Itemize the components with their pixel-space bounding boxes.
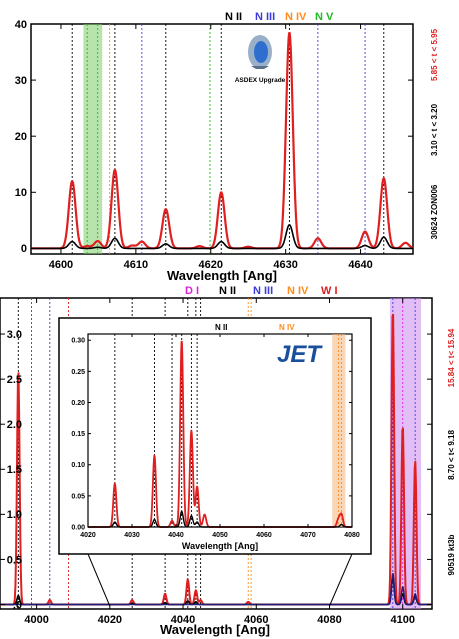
asdex-x-tick-label-3: 4630 bbox=[273, 259, 297, 271]
jet-series-1 bbox=[0, 575, 433, 606]
jet-legend: D I N II N III N IV W I bbox=[185, 285, 338, 297]
inset-legend-item-1: N IV bbox=[279, 323, 295, 332]
jet-y-tick-label-6: 3.0 bbox=[7, 329, 22, 341]
asdex-logo-plasma bbox=[254, 41, 268, 63]
jet-plot-frame bbox=[0, 297, 433, 610]
jet-x-tick-label-1: 4020 bbox=[98, 614, 122, 626]
jet-logo: JET bbox=[277, 341, 323, 368]
inset-y-tick-label-2: 0.10 bbox=[71, 462, 85, 469]
asdex-series bbox=[30, 31, 414, 250]
inset-x-tick-label-6: 4080 bbox=[344, 532, 360, 539]
asdex-y-tick-label-1: 10 bbox=[15, 187, 27, 199]
asdex-x-axis-label: Wavelength [Ang] bbox=[167, 268, 277, 283]
asdex-side-label-2: 30624 ZON006 bbox=[430, 184, 439, 239]
jet-zoom-connector-left bbox=[87, 553, 111, 607]
asdex-series-1 bbox=[30, 224, 414, 250]
asdex-side-labels: 5.85 < t < 5.95 3.10 < t < 3.20 30624 ZON0… bbox=[430, 28, 439, 239]
jet-inset: N II N IV 4020 4030 4040 4050 4060 4070 4080 0.… bbox=[58, 317, 372, 555]
asdex-legend-item-1: N III bbox=[255, 11, 275, 23]
jet-legend-item-3: N IV bbox=[287, 285, 309, 297]
jet-y-tick-label-2: 1.0 bbox=[7, 509, 22, 521]
inset-y-tick-label-6: 0.30 bbox=[71, 338, 85, 345]
jet-zoom-connector-right bbox=[329, 553, 353, 607]
asdex-logo-text: ASDEX Upgrade bbox=[235, 77, 286, 84]
jet-x-tick-label-2: 4040 bbox=[171, 614, 195, 626]
inset-x-tick-label-3: 4050 bbox=[212, 532, 228, 539]
jet-side-labels: 15.84 < t< 15.94 8.70 < t< 9.18 90519 kt3b bbox=[447, 328, 456, 575]
jet-side-label-1: 8.70 < t< 9.18 bbox=[447, 430, 456, 480]
inset-x-tick-label-0: 4020 bbox=[80, 532, 96, 539]
inset-y-tick-label-4: 0.20 bbox=[71, 400, 85, 407]
jet-x-tick-label-0: 4000 bbox=[24, 614, 48, 626]
asdex-y-tick-label-2: 20 bbox=[15, 131, 27, 143]
inset-background bbox=[58, 317, 372, 555]
inset-x-tick-label-1: 4030 bbox=[124, 532, 140, 539]
asdex-logo: ASDEX Upgrade bbox=[235, 35, 286, 84]
inset-y-tick-label-1: 0.05 bbox=[71, 493, 85, 500]
inset-x-ticks: 4020 4030 4040 4050 4060 4070 4080 bbox=[80, 334, 360, 539]
jet-x-tick-label-3: 4060 bbox=[244, 614, 268, 626]
asdex-x-tick-label-1: 4610 bbox=[124, 259, 148, 271]
asdex-side-label-0: 5.85 < t < 5.95 bbox=[430, 28, 439, 81]
jet-y-tick-label-4: 2.0 bbox=[7, 419, 22, 431]
jet-x-tick-label-4: 4080 bbox=[317, 614, 341, 626]
inset-x-tick-label-5: 4070 bbox=[300, 532, 316, 539]
jet-legend-item-0: D I bbox=[185, 285, 199, 297]
inset-y-tick-label-0: 0.00 bbox=[71, 524, 85, 531]
jet-panel: D I N II N III N IV W I 4000 4020 4040 4060 4080… bbox=[0, 285, 456, 637]
inset-y-tick-label-5: 0.25 bbox=[71, 369, 85, 376]
jet-zoom-connectors bbox=[87, 553, 353, 607]
inset-legend-item-0: N II bbox=[215, 323, 227, 332]
jet-x-ticks: 4000 4020 4040 4060 4080 4100 bbox=[24, 298, 415, 626]
asdex-logo-divertor bbox=[251, 66, 269, 69]
asdex-band-0 bbox=[83, 24, 103, 254]
asdex-x-tick-label-0: 4600 bbox=[49, 259, 73, 271]
jet-series bbox=[0, 313, 433, 606]
jet-side-label-2: 90519 kt3b bbox=[447, 534, 456, 575]
inset-x-tick-label-2: 4040 bbox=[168, 532, 184, 539]
jet-side-label-0: 15.84 < t< 15.94 bbox=[447, 328, 456, 387]
asdex-y-tick-label-3: 30 bbox=[15, 75, 27, 87]
jet-y-tick-label-0: .0 bbox=[13, 599, 22, 611]
asdex-legend-item-2: N IV bbox=[285, 11, 307, 23]
jet-legend-item-4: W I bbox=[321, 285, 338, 297]
inset-legend: N II N IV bbox=[215, 323, 295, 332]
jet-y-ticks: .0 0.5 1.0 1.5 2.0 2.5 3.0 bbox=[0, 329, 432, 611]
inset-x-axis-label: Wavelength [Ang] bbox=[182, 541, 258, 551]
asdex-x-tick-label-2: 4620 bbox=[199, 259, 223, 271]
jet-legend-item-1: N II bbox=[219, 285, 236, 297]
asdex-legend: N II N III N IV N V bbox=[225, 11, 334, 23]
inset-x-tick-label-4: 4060 bbox=[256, 532, 272, 539]
jet-x-axis-label: Wavelength [Ang] bbox=[160, 622, 270, 637]
asdex-panel: N II N III N IV N V 4600 4610 4620 4630 4640 0 1… bbox=[15, 11, 439, 283]
asdex-side-label-1: 3.10 < t < 3.20 bbox=[430, 103, 439, 156]
asdex-x-tick-label-4: 4640 bbox=[348, 259, 372, 271]
asdex-y-tick-label-0: 0 bbox=[21, 243, 27, 255]
jet-series-2 bbox=[0, 573, 433, 606]
jet-x-tick-label-5: 4100 bbox=[390, 614, 414, 626]
jet-y-tick-label-3: 1.5 bbox=[7, 464, 22, 476]
jet-y-tick-label-1: 0.5 bbox=[7, 554, 22, 566]
asdex-plot-frame bbox=[30, 23, 414, 255]
inset-y-tick-label-3: 0.15 bbox=[71, 431, 85, 438]
asdex-x-ticks: 4600 4610 4620 4630 4640 bbox=[49, 24, 373, 271]
asdex-bands bbox=[83, 24, 103, 254]
asdex-legend-item-3: N V bbox=[315, 11, 334, 23]
asdex-y-tick-label-4: 40 bbox=[15, 19, 27, 31]
asdex-legend-item-0: N II bbox=[225, 11, 242, 23]
jet-y-tick-label-5: 2.5 bbox=[7, 374, 22, 386]
inset-y-ticks: 0.00 0.05 0.10 0.15 0.20 0.25 0.30 bbox=[71, 338, 352, 531]
asdex-y-ticks: 0 10 20 30 40 bbox=[15, 19, 413, 255]
jet-legend-item-2: N III bbox=[253, 285, 273, 297]
